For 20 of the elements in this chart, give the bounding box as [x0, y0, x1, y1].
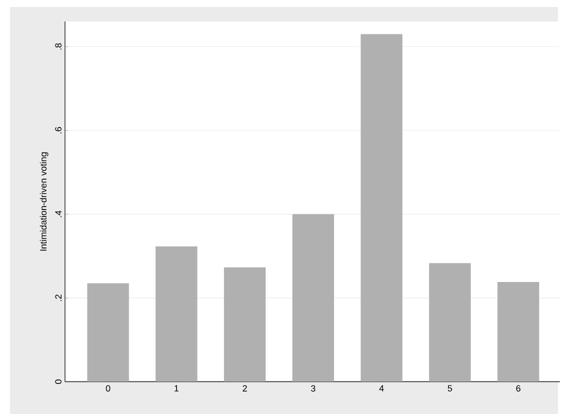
x-tick-label: 5: [448, 385, 452, 392]
y-tick-label: .4: [55, 210, 62, 218]
bar: [292, 214, 334, 382]
x-tick-label: 2: [242, 385, 247, 392]
y-axis-title: Intimidation-driven voting: [40, 152, 48, 251]
x-tick-label: 4: [379, 385, 384, 392]
bar: [429, 263, 471, 382]
x-tick-label: 0: [106, 385, 110, 392]
y-tick-label: 0: [55, 380, 62, 384]
bar: [497, 282, 540, 382]
y-tick-label: .8: [55, 43, 62, 50]
x-tick-label: 1: [174, 385, 179, 392]
y-tick-label: .2: [55, 294, 62, 301]
bar: [224, 267, 266, 382]
y-tick-label: .6: [55, 127, 62, 134]
bar: [156, 246, 198, 382]
x-tick-label: 6: [516, 385, 520, 392]
bar: [87, 283, 129, 382]
x-tick-label: 3: [311, 385, 316, 392]
bar: [360, 34, 402, 382]
